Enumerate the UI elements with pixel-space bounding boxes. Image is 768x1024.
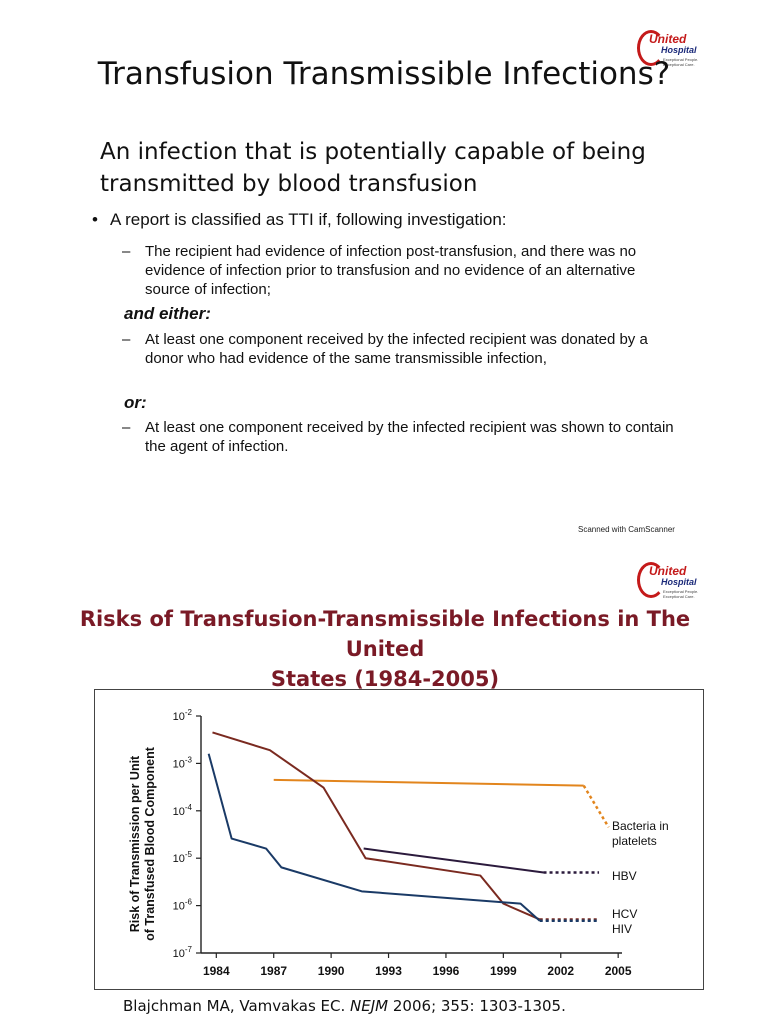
x-tick-label: 2002 <box>547 964 574 978</box>
slide-title: Transfusion Transmissible Infections? <box>97 56 671 92</box>
series-dashed-bacteria-in-platelets <box>582 784 610 828</box>
criterion-2-text: At least one component received by the i… <box>145 331 648 367</box>
x-tick-label: 2005 <box>605 964 632 978</box>
citation-details: 2006; 355: 1303-1305. <box>388 997 566 1015</box>
or-label: or: <box>124 393 147 412</box>
x-tick-label: 1999 <box>490 964 517 978</box>
y-axis-label: Risk of Transmission per Unit of Transfu… <box>128 746 157 941</box>
chart-slide-title-line-1: Risks of Transfusion-Transmissible Infec… <box>79 607 691 661</box>
chart-slide-title: Risks of Transfusion-Transmissible Infec… <box>60 604 710 694</box>
criterion-1-text: The recipient had evidence of infection … <box>145 243 637 298</box>
series-label-hiv: HIV <box>612 922 632 936</box>
chart-frame <box>94 689 704 990</box>
criteria-bullet: • A report is classified as TTI if, follo… <box>92 210 507 229</box>
scanner-watermark: Scanned with CamScanner <box>578 525 675 534</box>
x-tick-label: 1993 <box>375 964 402 978</box>
y-tick-label: 10-5 <box>173 850 193 865</box>
criterion-2: – At least one component received by the … <box>122 330 682 368</box>
series-label-hcv: HCV <box>612 907 637 921</box>
x-tick-label: 1984 <box>203 964 230 978</box>
citation-journal: NEJM <box>350 997 389 1015</box>
x-tick-label: 1987 <box>260 964 287 978</box>
series-label-bacteria-in-platelets: Bacteria in <box>612 819 669 833</box>
series-label-bacteria-in-platelets: platelets <box>612 834 657 848</box>
citation-authors: Blajchman MA, Vamvakas EC. <box>123 997 351 1015</box>
united-hospital-logo: United Hospital Exceptional People. Exce… <box>637 28 707 78</box>
series-label-hbv: HBV <box>612 869 637 883</box>
criterion-3-text: At least one component received by the i… <box>145 419 674 455</box>
x-tick-label: 1996 <box>433 964 460 978</box>
definition-text: An infection that is potentially capable… <box>100 139 646 197</box>
y-tick-label: 10-3 <box>173 755 193 770</box>
and-either-label: and either: <box>124 304 211 323</box>
y-axis-label-line-1: Risk of Transmission per Unit <box>128 755 142 932</box>
criteria-bullet-text: A report is classified as TTI if, follow… <box>110 210 507 229</box>
series-line-hiv <box>207 753 541 922</box>
chart-slide-title-line-2: States (1984-2005) <box>270 667 500 691</box>
y-axis-label-line-2: of Transfused Blood Component <box>143 746 157 941</box>
citation: Blajchman MA, Vamvakas EC. NEJM 2006; 35… <box>123 997 566 1015</box>
y-tick-label: 10-2 <box>173 708 193 723</box>
united-hospital-logo-2: United Hospital Exceptional People. Exce… <box>637 560 707 610</box>
y-tick-label: 10-6 <box>173 898 193 913</box>
y-tick-label: 10-7 <box>173 945 193 960</box>
criterion-1: – The recipient had evidence of infection… <box>122 242 682 299</box>
risk-chart: Risk of Transmission per Unit of Transfu… <box>94 689 704 990</box>
series-line-hcv <box>212 731 541 921</box>
x-tick-label: 1990 <box>318 964 345 978</box>
criterion-3: – At least one component received by the … <box>122 418 682 456</box>
series-line-bacteria-in-platelets <box>273 778 584 787</box>
series-line-hbv <box>363 847 544 874</box>
y-tick-label: 10-4 <box>173 803 193 818</box>
